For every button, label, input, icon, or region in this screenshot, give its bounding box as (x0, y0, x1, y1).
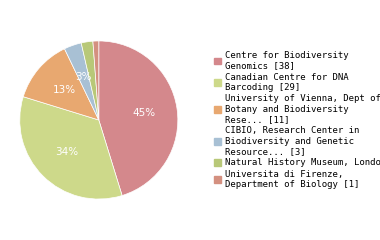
Legend: Centre for Biodiversity
Genomics [38], Canadian Centre for DNA
Barcoding [29], U: Centre for Biodiversity Genomics [38], C… (212, 49, 380, 191)
Wedge shape (93, 41, 99, 120)
Wedge shape (99, 41, 178, 196)
Text: 13%: 13% (52, 85, 76, 95)
Text: 45%: 45% (133, 108, 156, 118)
Wedge shape (65, 43, 99, 120)
Wedge shape (23, 49, 99, 120)
Wedge shape (20, 97, 122, 199)
Wedge shape (81, 41, 99, 120)
Text: 34%: 34% (55, 147, 78, 157)
Text: 3%: 3% (75, 72, 92, 82)
